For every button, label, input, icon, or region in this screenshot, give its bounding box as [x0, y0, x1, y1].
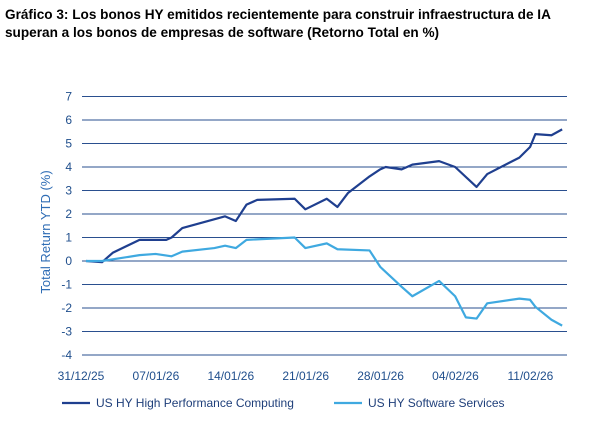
x-tick-label: 04/02/26 — [432, 369, 479, 383]
series-line-0 — [85, 128, 563, 264]
legend-label: US HY High Performance Computing — [96, 396, 294, 410]
series-line-1 — [86, 236, 563, 327]
y-tick-label: -3 — [61, 325, 72, 339]
x-tick-label: 31/12/25 — [58, 369, 105, 383]
y-axis-label: Total Return YTD (%) — [38, 170, 53, 293]
y-tick-label: 4 — [65, 160, 72, 174]
y-tick-label: 2 — [65, 207, 72, 221]
y-tick-label: 6 — [65, 113, 72, 127]
x-tick-label: 14/01/26 — [207, 369, 254, 383]
y-tick-label: 0 — [65, 254, 72, 268]
legend-label: US HY Software Services — [368, 396, 505, 410]
chart-title: Gráfico 3: Los bonos HY emitidos recient… — [5, 7, 551, 40]
x-tick-label: 11/02/26 — [507, 369, 553, 383]
y-tick-label: -4 — [61, 348, 72, 362]
y-tick-label: -1 — [61, 278, 72, 292]
y-tick-label: 7 — [65, 90, 72, 104]
y-tick-label: -2 — [61, 301, 72, 315]
y-tick-label: 3 — [65, 184, 72, 198]
y-tick-label: 1 — [65, 231, 72, 245]
y-tick-label: 5 — [65, 137, 72, 151]
x-tick-label: 07/01/26 — [133, 369, 180, 383]
x-tick-label: 28/01/26 — [357, 369, 404, 383]
x-tick-label: 21/01/26 — [282, 369, 329, 383]
